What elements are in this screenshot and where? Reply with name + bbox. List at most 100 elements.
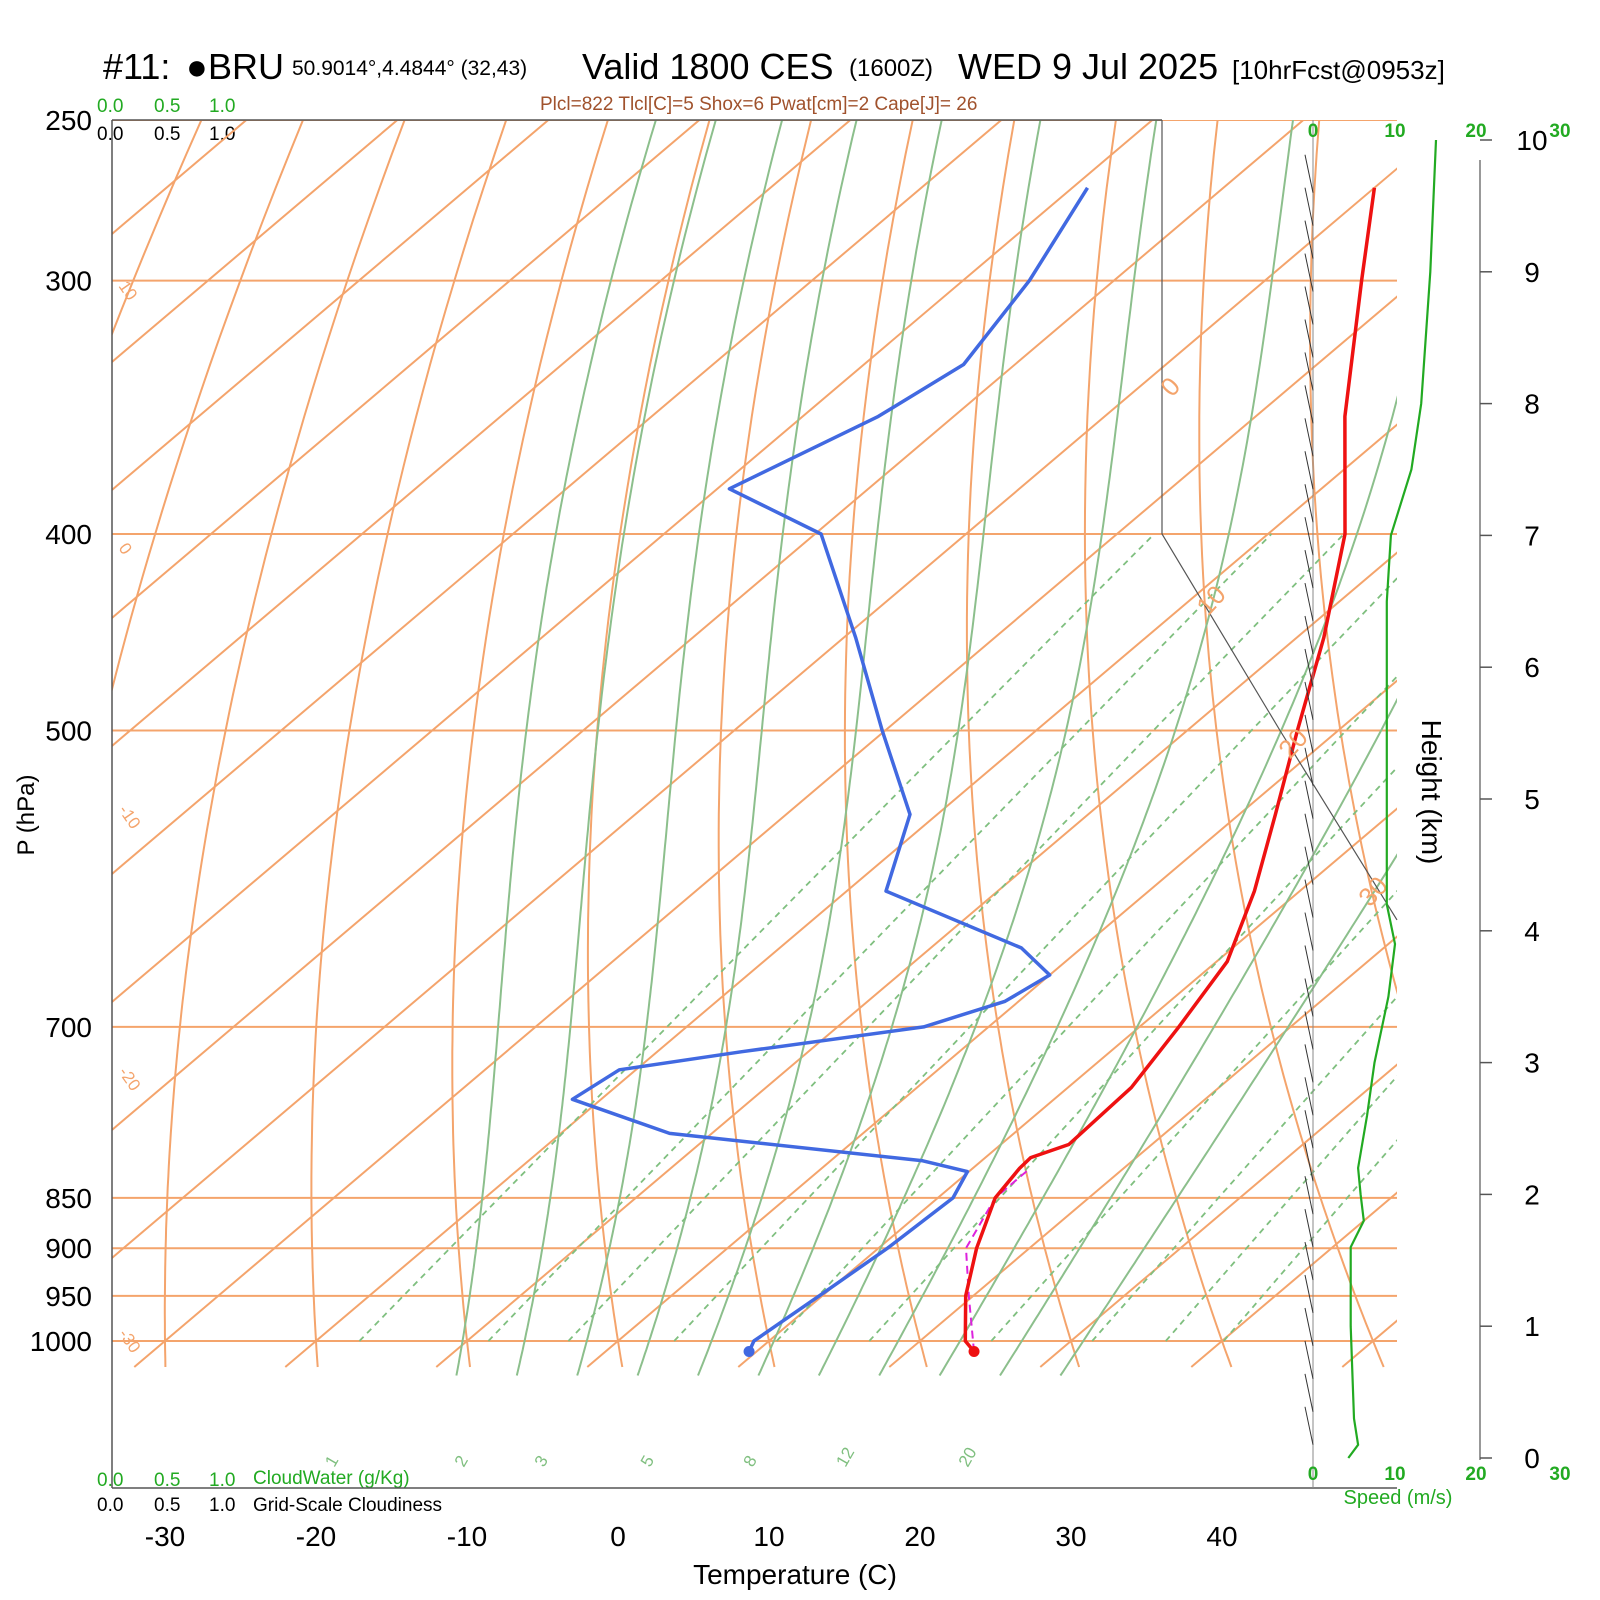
isotherm-line [112,120,701,620]
y-axis-label: P (hPa) [13,775,40,856]
utc-time: (1600Z) [849,55,934,82]
wind-barb-icon [1304,253,1314,292]
p-tick-700: 700 [45,1012,92,1043]
moist-adiabat [636,120,858,1376]
x-axis-label: Temperature (C) [693,1559,897,1590]
dry-adiabat [586,120,711,1368]
wind-barb-icon [1304,154,1314,193]
wind-barb-icon [1304,1143,1314,1182]
mixing-ratio-line [1223,1139,1397,1342]
profile-layer [570,186,1377,1358]
wind-barb-icon [1304,978,1314,1017]
isotherm-line [1493,120,1600,1367]
dry-adiabat [1198,120,1385,1368]
cloudwater-tick-top-1: 0.5 [154,96,181,117]
isotherm-line [1039,1063,1397,1368]
mixing-ratio-label: 12 [832,1444,858,1470]
speed-tick: 0 [1308,121,1319,142]
moist-adiabat [817,120,1158,1376]
x-tick: 20 [904,1521,935,1552]
x-tick: 40 [1206,1521,1237,1552]
moist-adiabat [515,120,717,1376]
mixing-ratio-line [673,577,1397,1342]
wind-barb-icon [1304,1011,1314,1050]
dry-adiabat [112,120,203,337]
wind-barb-icon [1304,1110,1314,1149]
speed-tick: 30 [1549,1464,1570,1485]
wind-barb-icon [1304,517,1314,556]
speed-tick: 20 [1465,121,1486,142]
x-tick: -20 [296,1521,336,1552]
x-tick: -10 [447,1521,487,1552]
speed-tick: 10 [1384,121,1405,142]
upper-temp-label: 10 [1190,579,1232,621]
dry-adiabat [1083,120,1233,1368]
wind-barb-icon [1304,615,1314,655]
station-marker-icon: ● [186,46,208,87]
cloudwater-tick-top-2: 1.0 [209,96,236,117]
wind-barb-icon [1304,912,1314,951]
moist-adiabat [576,120,784,1376]
station-id: #11: [103,46,171,87]
cloudiness-tick-1: 0.5 [154,1495,181,1516]
dry-adiabat [310,120,508,1368]
wind-speed-line [1347,139,1438,1459]
wind-barb-icon [1304,1241,1314,1281]
surface-temperature-dot [968,1346,980,1358]
isotherm-line [112,120,1305,1132]
wind-barb-icon [1304,187,1314,226]
mixing-ratio-label: 20 [955,1444,981,1470]
height-tick: 5 [1524,784,1540,815]
speed-tick: 10 [1384,1464,1405,1485]
dry-adiabat-label: -20 [115,1063,145,1094]
x-tick: 10 [753,1521,784,1552]
wind-barb-icon [1304,385,1314,424]
cloudwater-tick-2: 1.0 [209,1470,236,1491]
wind-barb-icon [1304,451,1314,490]
wind-barb-icon [1304,879,1314,918]
wind-barb-icon [1304,1307,1314,1347]
height-tick: 10 [1516,125,1547,156]
isotherm-line [112,167,1397,1260]
mixing-ratio-label: 1 [321,1452,342,1470]
dry-adiabat [1309,120,1397,995]
p-tick-950: 950 [45,1281,92,1312]
mixing-ratio-line [567,533,1345,1342]
dry-adiabat-label: 0 [115,539,136,558]
mixing-ratio-line [776,675,1397,1342]
isotherm-line [112,120,1003,876]
wind-barb-icon [1304,1044,1314,1083]
isotherm-line [1341,1319,1397,1368]
wind-barb-icon [1304,418,1314,457]
isotherm-line [112,120,1154,1004]
wind-barb-icon [1304,714,1314,753]
mixing-ratio-label: 8 [740,1452,761,1470]
valid-date: WED 9 Jul 2025 [958,46,1219,87]
dry-adiabat [717,120,813,1368]
wind-barb-icon [1304,648,1314,688]
isotherm-line [112,120,852,748]
stability-stats: Plcl=822 Tlcl[C]=5 Shox=6 Pwat[cm]=2 Cap… [540,94,978,115]
isotherm-line [284,423,1397,1368]
dry-adiabat [843,120,928,1368]
moist-adiabat [697,120,943,1376]
x-tick: 0 [610,1521,626,1552]
height-tick: 3 [1524,1048,1540,1079]
station-coords: 50.9014°,4.4844° (32,43) [292,57,528,80]
temperature-line [963,187,1377,1353]
cloudiness-tick-top-2: 1.0 [209,124,236,145]
cloudiness-tick-2: 1.0 [209,1495,236,1516]
moist-adiabat [999,697,1397,1377]
cloudwater-tick-0: 0.0 [97,1470,124,1491]
wind-barb-icon [1304,319,1314,358]
cloudiness-tick-top-0: 0.0 [97,124,124,145]
isotherm-line [112,120,550,492]
mixing-ratio-line [487,533,1273,1342]
isotherm-line [133,295,1397,1368]
mixing-ratio-line [1091,995,1397,1342]
cloudiness-tick-0: 0.0 [97,1495,124,1516]
height-tick: 9 [1524,257,1540,288]
speed-tick: 20 [1465,1464,1486,1485]
forecast-info: [10hrFcst@0953z] [1232,55,1445,85]
cloudwater-tick-1: 0.5 [154,1470,181,1491]
